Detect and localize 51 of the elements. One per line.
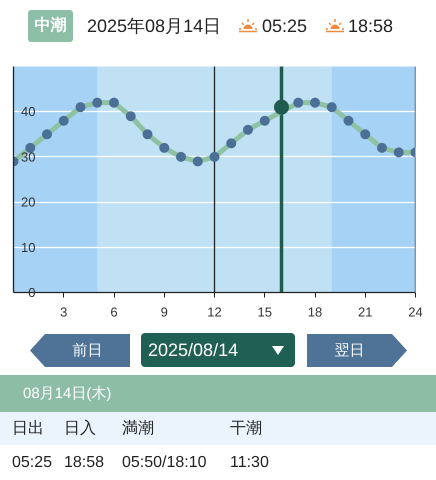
text: 18:58 (64, 453, 104, 473)
x-tick-label: 6 (110, 304, 118, 320)
text: 2025/08/14 (148, 339, 238, 362)
text: 日出 (12, 418, 44, 439)
point (176, 152, 186, 162)
point (394, 147, 404, 158)
chart-title: 2025年08月14日 (87, 15, 222, 38)
point (109, 98, 119, 108)
y-tick-label: 20 (21, 194, 36, 210)
x-tick-label: 9 (160, 304, 168, 320)
x-tick-label: 24 (408, 304, 423, 320)
text: 満潮 (122, 418, 154, 439)
point (377, 142, 387, 153)
point (360, 129, 370, 140)
point (210, 152, 220, 162)
x-tick-label: 21 (358, 304, 372, 320)
text: 11:30 (230, 453, 269, 473)
point (293, 98, 304, 108)
point (326, 102, 337, 112)
point (58, 116, 69, 126)
point (126, 111, 136, 122)
text: 干潮 (230, 418, 262, 439)
x-tick-label: 3 (60, 304, 68, 320)
text: 中潮 (28, 10, 73, 42)
point (226, 138, 236, 148)
point (142, 129, 152, 140)
text: 08月14日(木) (23, 384, 112, 404)
point (76, 102, 86, 112)
text: 18:58 (348, 15, 394, 38)
text: 05:25 (262, 15, 308, 38)
point (92, 98, 102, 108)
x-tick-label: 18 (308, 304, 322, 320)
text: 05:50/18:10 (122, 453, 207, 473)
x-tick-label: 12 (207, 304, 222, 320)
point (310, 98, 320, 108)
y-tick-label: 10 (21, 240, 36, 255)
point (25, 142, 36, 153)
point (243, 124, 253, 135)
text: 翌日 (334, 341, 366, 361)
point (274, 100, 289, 115)
point (192, 156, 203, 166)
point (159, 142, 170, 153)
point (42, 129, 52, 140)
text: 05:25 (12, 453, 52, 473)
point (260, 116, 270, 126)
x-tick-label: 15 (258, 304, 272, 320)
y-tick-label: 30 (21, 149, 36, 164)
text: 前日 (72, 341, 104, 361)
point (344, 116, 354, 126)
y-tick-label: 40 (21, 104, 36, 120)
text: 日入 (64, 418, 96, 439)
